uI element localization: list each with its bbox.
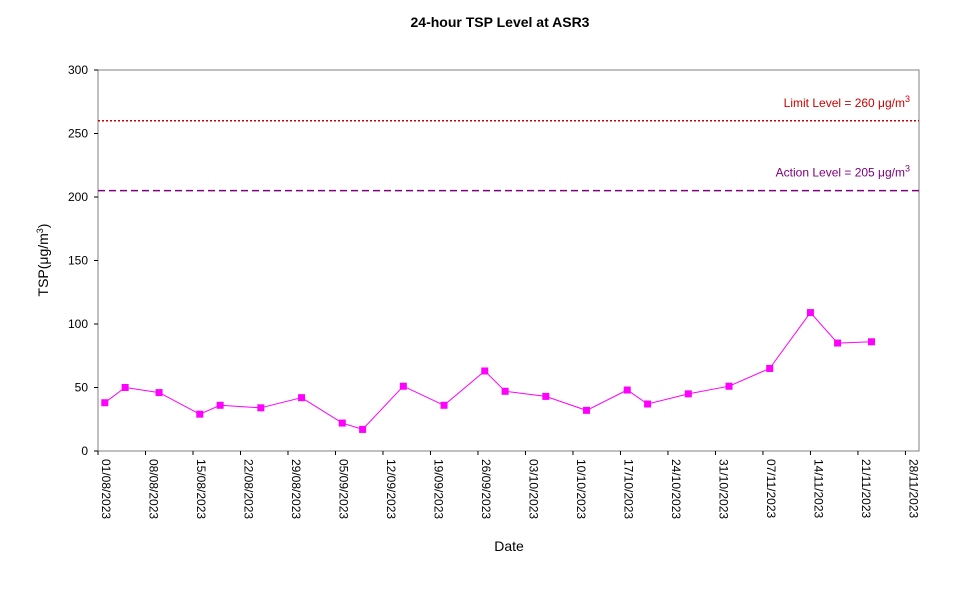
data-point: [806, 309, 814, 317]
y-axis: 0 50 100 150 200 250 300: [68, 63, 98, 458]
x-tick-label: 14/11/2023: [811, 459, 825, 518]
x-tick-label: 31/10/2023: [716, 459, 730, 519]
y-tick-label: 100: [68, 317, 88, 331]
data-point: [834, 339, 842, 347]
data-point: [399, 382, 407, 390]
data-point: [725, 382, 733, 390]
series-tsp: [101, 309, 876, 433]
x-tick-label: 28/11/2023: [906, 459, 920, 518]
y-tick-label: 250: [68, 127, 88, 141]
data-point: [101, 399, 109, 407]
x-tick-label: 24/10/2023: [669, 459, 683, 519]
x-axis: 01/08/2023 08/08/2023 15/08/2023 22/08/2023…: [97, 451, 920, 519]
x-tick-label: 05/09/2023: [336, 459, 350, 519]
x-axis-label: Date: [494, 538, 524, 554]
data-point: [644, 400, 652, 408]
data-point: [155, 389, 163, 397]
y-tick-label: 300: [68, 63, 88, 77]
y-axis-label-prefix: TSP(: [35, 264, 51, 296]
y-tick-label: 200: [68, 190, 88, 204]
x-tick-label: 12/09/2023: [384, 459, 398, 519]
y-axis-label-unit: μg/m: [35, 233, 51, 264]
data-point: [257, 404, 265, 412]
x-tick-label: 26/09/2023: [479, 459, 493, 519]
x-tick-label: 21/11/2023: [859, 459, 873, 518]
reference-lines: Limit Level = 260 μg/m3 Action Level = 20…: [98, 94, 919, 192]
data-point: [868, 338, 876, 346]
x-tick-label: 29/08/2023: [289, 459, 303, 519]
chart-title: 24-hour TSP Level at ASR3: [411, 14, 590, 30]
reference-line-label: Action Level = 205 μg/m3: [776, 164, 910, 180]
x-tick-label: 08/08/2023: [146, 459, 160, 519]
data-point: [121, 384, 129, 391]
y-axis-label-sup: 3: [35, 228, 45, 233]
y-axis-label: TSP(μg/m3): [35, 224, 51, 297]
x-tick-label: 07/11/2023: [764, 459, 778, 518]
y-tick-label: 0: [81, 444, 88, 458]
data-point: [501, 387, 509, 395]
x-tick-label: 17/10/2023: [621, 459, 635, 519]
x-tick-label: 03/10/2023: [526, 459, 540, 519]
data-point: [196, 410, 204, 418]
data-point: [216, 401, 224, 409]
data-point: [338, 419, 346, 427]
data-point: [359, 425, 367, 433]
x-tick-label: 15/08/2023: [194, 459, 208, 519]
data-point: [766, 364, 774, 372]
data-point: [623, 386, 631, 394]
y-tick-label: 50: [75, 381, 89, 395]
y-tick-label: 150: [68, 254, 88, 268]
data-point: [481, 367, 489, 375]
x-tick-label: 19/09/2023: [431, 459, 445, 519]
y-axis-label-close: ): [35, 224, 51, 229]
reference-line-label: Limit Level = 260 μg/m3: [784, 94, 910, 110]
data-point: [684, 390, 692, 398]
data-point: [542, 392, 550, 400]
x-tick-label: 22/08/2023: [241, 459, 255, 519]
x-tick-label: 01/08/2023: [99, 459, 113, 519]
data-point: [298, 394, 306, 402]
data-point: [583, 406, 591, 414]
data-point: [440, 401, 448, 409]
x-tick-label: 10/10/2023: [574, 459, 588, 519]
